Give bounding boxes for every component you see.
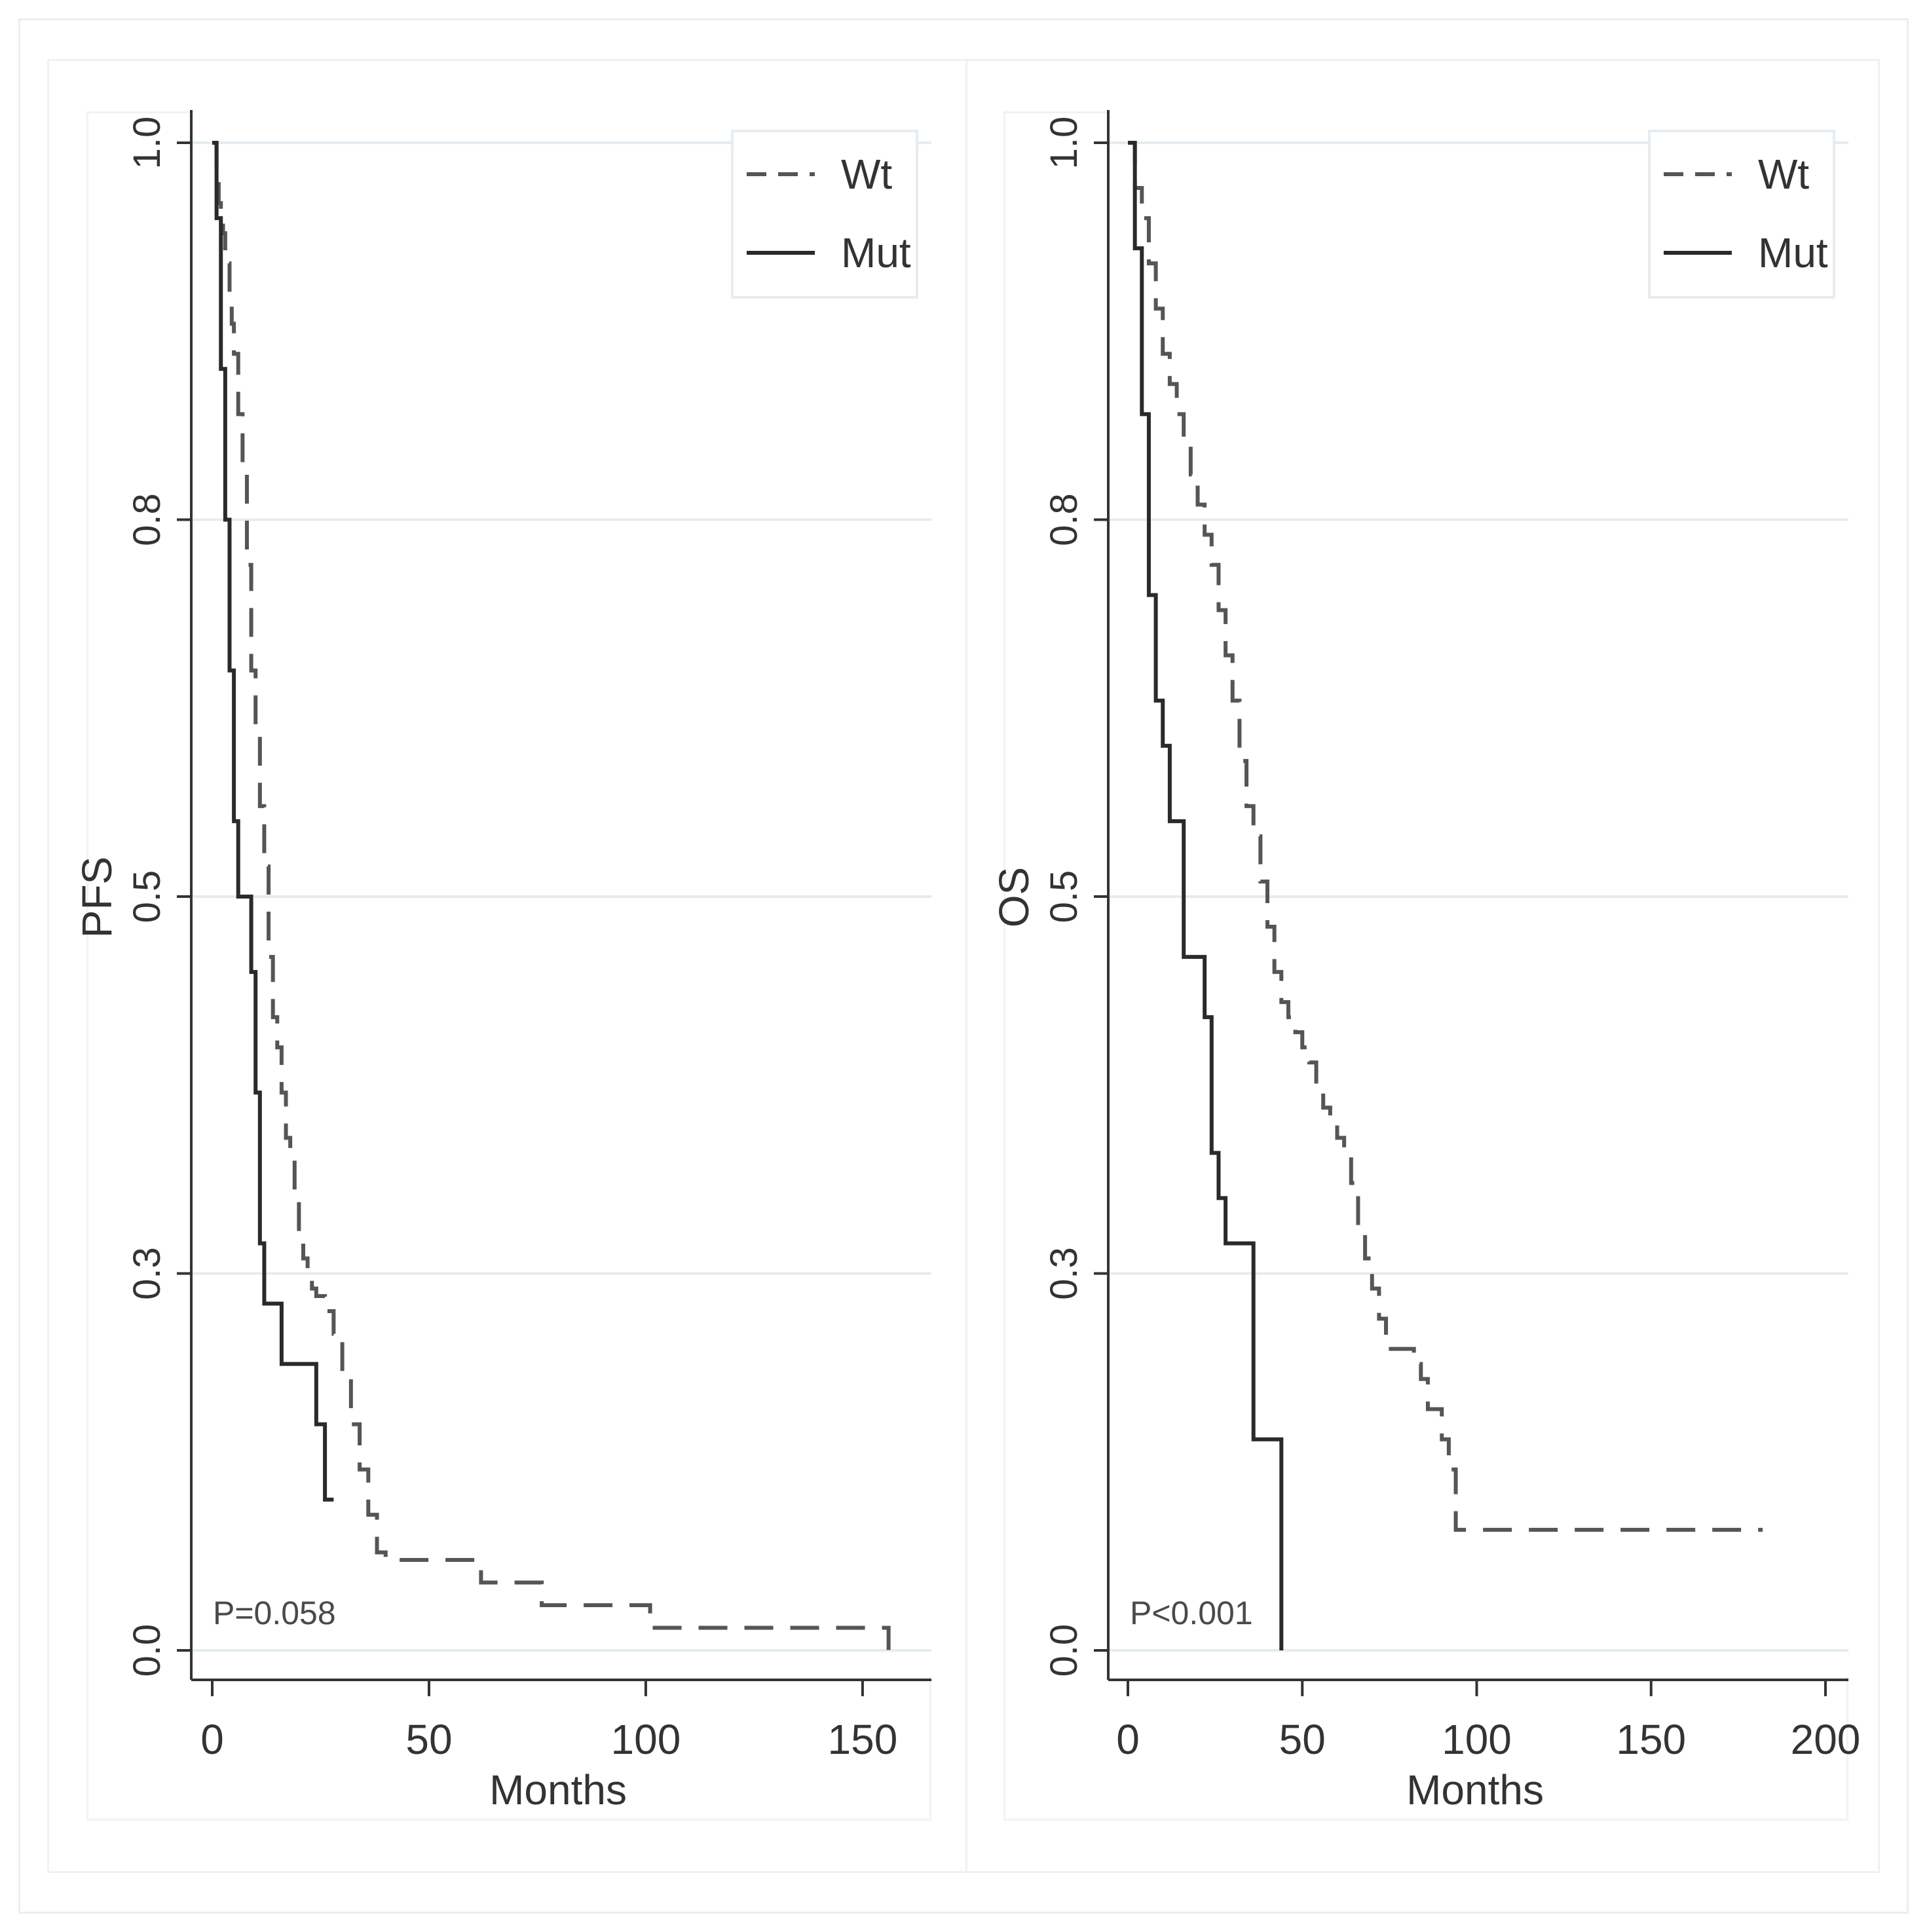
pfs-legend-label-wt: Wt <box>841 151 892 198</box>
os-x-axis-title: Months <box>1406 1766 1544 1813</box>
os-y-tick-label-0: 0.0 <box>1043 1624 1085 1677</box>
os-panel: 0.0 0.3 0.5 0.8 1.0 0 50 100 150 200 Months OS P<0.0… <box>990 110 1860 1813</box>
os-x-tick-label-4: 200 <box>1791 1716 1861 1763</box>
os-x-tick-label-1: 50 <box>1279 1716 1326 1763</box>
pfs-p-value-annotation: P=0.058 <box>213 1595 336 1631</box>
pfs-y-tick-label-1: 0.3 <box>126 1247 168 1300</box>
pfs-y-axis-title: PFS <box>73 857 121 938</box>
os-legend-label-wt: Wt <box>1758 151 1809 198</box>
pfs-y-tick-label-2: 0.5 <box>126 870 168 923</box>
os-legend-box <box>1648 130 1835 299</box>
pfs-legend-box <box>731 130 918 299</box>
pfs-x-tick-label-2: 100 <box>611 1716 681 1763</box>
os-y-tick-label-3: 0.8 <box>1043 493 1085 546</box>
os-x-tick-label-3: 150 <box>1616 1716 1686 1763</box>
pfs-series-mut-line <box>212 141 334 1502</box>
figure-inner-frame <box>47 59 1880 1873</box>
pfs-x-tick-label-3: 150 <box>828 1716 898 1763</box>
pfs-legend-label-mut: Mut <box>841 229 911 276</box>
pfs-y-tick-label-4: 1.0 <box>126 117 168 170</box>
os-x-tick-label-0: 0 <box>1116 1716 1140 1763</box>
pfs-x-axis-title: Months <box>489 1766 627 1813</box>
os-x-tick-label-2: 100 <box>1442 1716 1512 1763</box>
os-plot-area <box>1108 111 1848 1677</box>
pfs-x-tick-label-0: 0 <box>200 1716 224 1763</box>
os-p-value-annotation: P<0.001 <box>1130 1595 1253 1631</box>
pfs-y-tick-label-3: 0.8 <box>126 493 168 546</box>
pfs-panel: 0.0 0.3 0.5 0.8 1.0 0 50 100 150 Months PFS P=0.058… <box>73 110 931 1813</box>
figure-outer-frame <box>18 18 1909 1914</box>
os-y-tick-label-4: 1.0 <box>1043 117 1085 170</box>
os-legend-label-mut: Mut <box>1758 229 1828 276</box>
pfs-x-tick-label-1: 50 <box>405 1716 452 1763</box>
pfs-series-wt-line <box>212 141 891 1650</box>
os-series-wt-line <box>1128 141 1763 1532</box>
pfs-y-tick-label-0: 0.0 <box>126 1624 168 1677</box>
panel-divider <box>965 60 967 1872</box>
os-y-axis-title: OS <box>990 867 1038 927</box>
os-y-tick-label-1: 0.3 <box>1043 1247 1085 1300</box>
os-series-mut-line <box>1128 141 1284 1650</box>
os-y-tick-label-2: 0.5 <box>1043 870 1085 923</box>
pfs-plot-area <box>191 111 931 1677</box>
